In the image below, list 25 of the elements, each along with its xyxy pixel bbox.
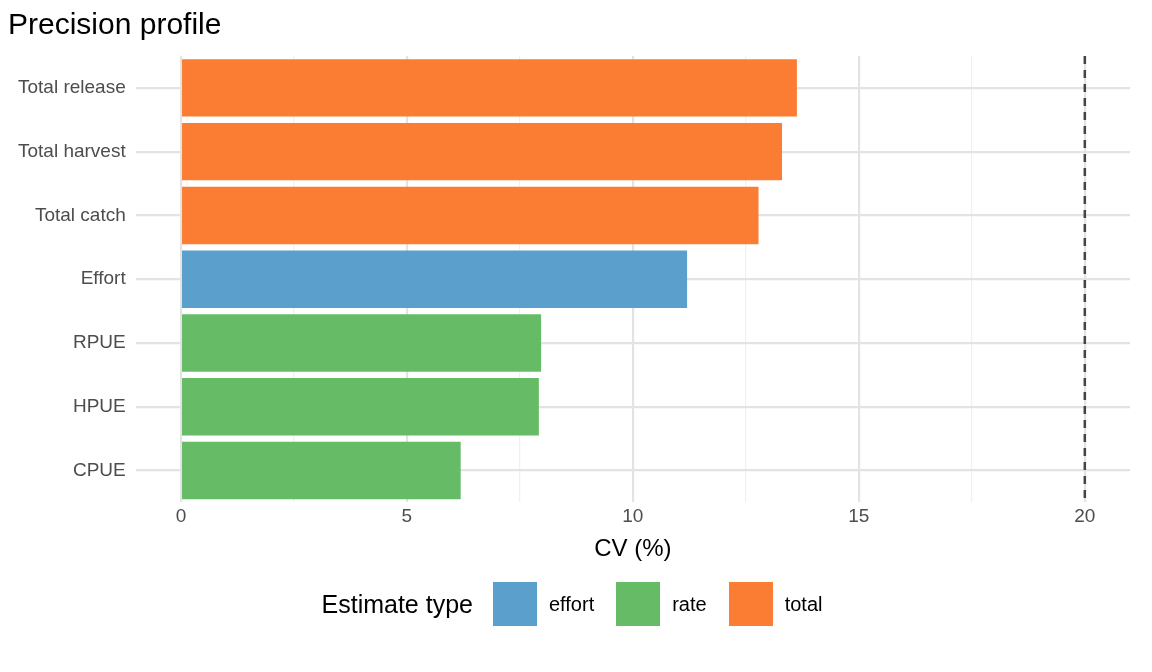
legend-label: rate (672, 592, 707, 616)
bar (182, 378, 539, 436)
y-tick-label: Total harvest (17, 139, 127, 161)
legend-title: Estimate type (321, 589, 473, 619)
y-tick-label: Total release (17, 76, 126, 98)
chart-title: Precision profile (8, 7, 222, 41)
bar (182, 441, 461, 500)
y-tick-label: HPUE (72, 394, 126, 416)
x-tick-label: 20 (1074, 505, 1096, 527)
x-axis-title: CV (%) (594, 534, 672, 562)
legend-label: total (784, 592, 823, 616)
bar (182, 186, 759, 245)
x-tick-label: 15 (848, 505, 870, 527)
x-tick-label: 0 (175, 505, 187, 527)
x-tick-label: 5 (401, 505, 413, 527)
legend-label: effort (548, 592, 595, 616)
bar (182, 59, 797, 117)
bar (182, 122, 783, 181)
y-tick-label: Effort (80, 267, 127, 289)
x-tick-label: 10 (622, 505, 644, 527)
y-tick-label: Total catch (34, 203, 126, 225)
bar (182, 314, 542, 372)
y-tick-label: CPUE (72, 458, 126, 480)
bar (182, 250, 688, 308)
y-tick-label: RPUE (72, 331, 126, 353)
